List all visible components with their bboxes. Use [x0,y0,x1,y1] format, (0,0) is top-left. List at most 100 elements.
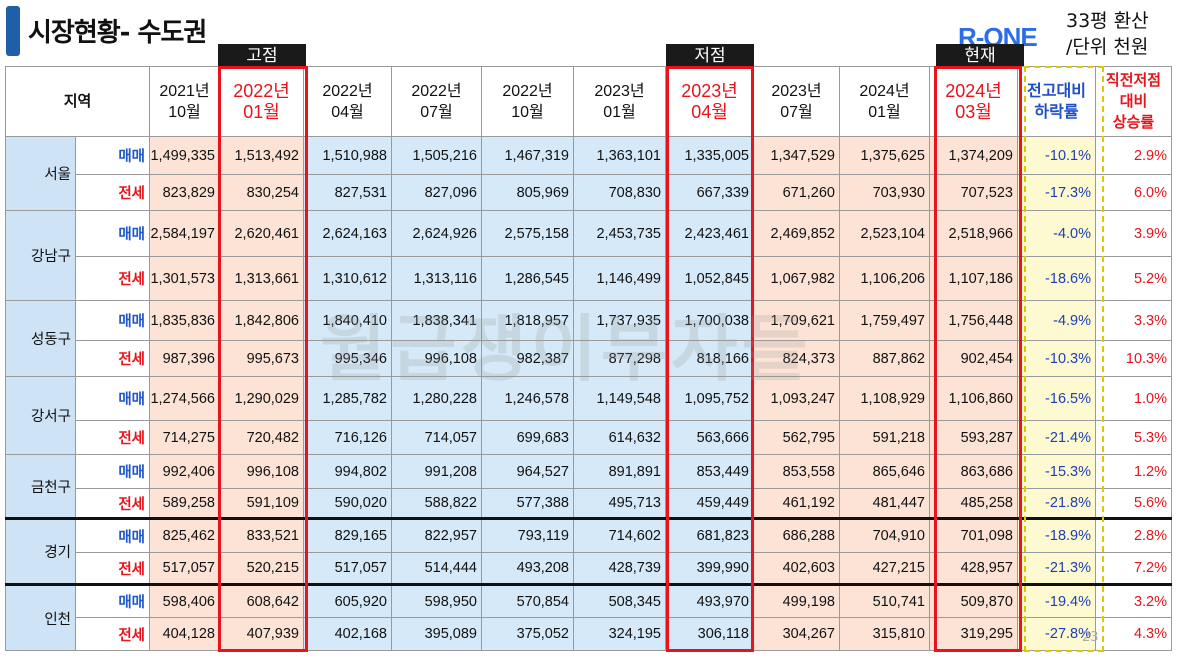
rise-rate-cell: 4.3% [1095,617,1172,651]
price-cell: 591,218 [839,420,930,455]
price-cell: 1,313,661 [219,256,304,301]
period-header-line: 2023년 [681,80,738,101]
drop-rate-cell: -27.8% [1017,617,1096,651]
drop-rate-cell: -4.0% [1017,210,1096,257]
rise-rate-cell: 5.2% [1095,256,1172,301]
price-cell: 428,957 [929,552,1018,585]
table-row: 경기 매매 825,462 833,521 829,165 822,957 793,119 7… [5,517,1172,585]
table-row: 강남구 매매 2,584,197 2,620,461 2,624,163 2,624,92… [5,210,1172,301]
price-cell: 459,449 [665,488,754,519]
table-row: 전세 987,396 995,673 995,346 996,108 982,387 877… [6,340,1172,377]
price-cell: 699,683 [481,420,574,455]
region-name: 서울 [5,136,76,211]
price-cell: 493,208 [481,552,574,585]
price-cell: 891,891 [573,454,666,489]
price-cell: 1,756,448 [929,300,1018,341]
rise-rate-cell: 3.2% [1095,583,1172,618]
kind-sale-label: 매매 [75,136,150,175]
price-cell: 590,020 [303,488,392,519]
price-cell: 1,840,410 [303,300,392,341]
price-cell: 306,118 [665,617,754,651]
price-cell: 995,346 [303,340,392,377]
price-cell: 2,575,158 [481,210,574,257]
drop-rate-cell: -21.8% [1017,488,1096,519]
period-header-line: 2022년 [233,80,290,101]
drop-header-line: 하락률 [1034,103,1079,121]
price-cell: 995,673 [219,340,304,377]
price-cell: 822,957 [391,517,482,553]
price-cell: 827,096 [391,174,482,211]
period-header: 2022년 07월 [391,66,482,137]
price-cell: 1,286,545 [481,256,574,301]
price-cell: 887,862 [839,340,930,377]
region-header: 지역 [5,66,150,137]
price-cell: 982,387 [481,340,574,377]
price-cell: 823,829 [149,174,220,211]
kind-jeonse-label: 전세 [75,340,150,377]
period-header-line: 2021년 [159,82,210,100]
price-cell: 324,195 [573,617,666,651]
price-cell: 716,126 [303,420,392,455]
price-cell: 493,970 [665,583,754,618]
region-name: 강서구 [5,376,76,455]
price-cell: 407,939 [219,617,304,651]
price-cell: 562,795 [753,420,840,455]
price-cell: 708,830 [573,174,666,211]
price-cell: 485,258 [929,488,1018,519]
table-row: 전세 404,128 407,939 402,168 395,089 375,052 324… [6,617,1172,651]
price-cell: 1,835,836 [149,300,220,341]
price-cell: 427,215 [839,552,930,585]
price-cell: 395,089 [391,617,482,651]
price-cell: 608,642 [219,583,304,618]
region-name: 인천 [5,583,76,651]
kind-sale-label: 매매 [75,517,150,553]
price-cell: 1,095,752 [665,376,754,421]
table-row: 전세 1,301,573 1,313,661 1,310,612 1,313,116 1,… [6,256,1172,301]
price-cell: 992,406 [149,454,220,489]
kind-sale-label: 매매 [75,210,150,257]
price-cell: 1,093,247 [753,376,840,421]
drop-header-line: 전고대비 [1027,82,1086,100]
price-cell: 829,165 [303,517,392,553]
price-cell: 681,823 [665,517,754,553]
price-cell: 319,295 [929,617,1018,651]
price-cell: 805,969 [481,174,574,211]
drop-rate-cell: -21.3% [1017,552,1096,585]
price-cell: 701,098 [929,517,1018,553]
price-cell: 589,258 [149,488,220,519]
price-cell: 996,108 [391,340,482,377]
region-name: 성동구 [5,300,76,377]
rise-rate-cell: 1.2% [1095,454,1172,489]
price-cell: 614,632 [573,420,666,455]
price-cell: 510,741 [839,583,930,618]
table-row: 전세 714,275 720,482 716,126 714,057 699,683 614… [6,420,1172,455]
price-cell: 593,287 [929,420,1018,455]
price-cell: 1,510,988 [303,136,392,175]
price-cell: 499,198 [753,583,840,618]
price-cell: 853,449 [665,454,754,489]
period-header-line: 04월 [331,103,364,121]
price-cell: 605,920 [303,583,392,618]
region-name: 강남구 [5,210,76,301]
price-cell: 1,467,319 [481,136,574,175]
price-cell: 877,298 [573,340,666,377]
price-cell: 514,444 [391,552,482,585]
price-cell: 1,067,982 [753,256,840,301]
price-cell: 1,818,957 [481,300,574,341]
price-cell: 825,462 [149,517,220,553]
price-cell: 1,513,492 [219,136,304,175]
period-header-line: 2022년 [411,82,462,100]
price-cell: 1,107,186 [929,256,1018,301]
period-header-line: 2023년 [771,82,822,100]
price-cell: 1,246,578 [481,376,574,421]
period-header-line: 03월 [955,101,992,122]
price-cell: 517,057 [149,552,220,585]
table-row: 성동구 매매 1,835,836 1,842,806 1,840,410 1,838,34… [5,300,1172,377]
page-number: 23 [1082,630,1099,645]
price-cell: 2,620,461 [219,210,304,257]
kind-jeonse-label: 전세 [75,617,150,651]
price-cell: 520,215 [219,552,304,585]
period-header: 2023년 07월 [753,66,840,137]
price-cell: 833,521 [219,517,304,553]
rise-rate-cell: 5.3% [1095,420,1172,455]
